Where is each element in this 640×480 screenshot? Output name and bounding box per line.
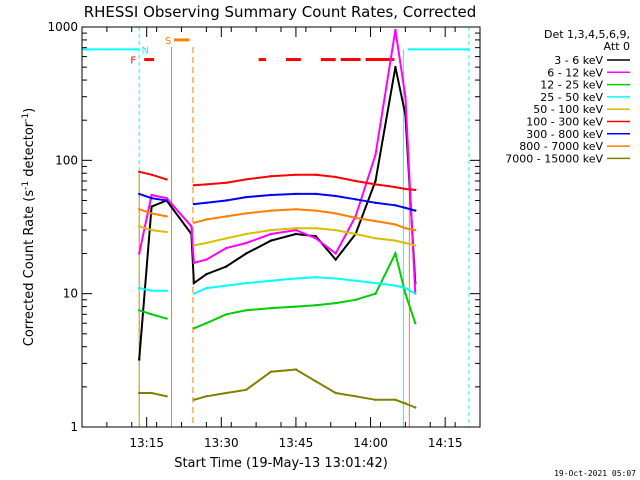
y-axis-label-sup: -1 <box>21 113 31 122</box>
legend-header-att: Att 0 <box>604 40 630 53</box>
series-line <box>193 368 416 409</box>
plot-area: FN S <box>82 27 470 427</box>
y-axis-label-part: ) <box>22 108 37 113</box>
x-tick-label: 13:45 <box>279 436 314 450</box>
x-axis: 13:15 13:30 13:45 14:00 14:15 <box>81 27 481 450</box>
legend-label: 12 - 25 keV <box>540 79 603 92</box>
y-axis-label: Corrected Count Rate (s-1 detector-1) <box>21 108 37 346</box>
series-line <box>193 227 416 247</box>
legend-label: 3 - 6 keV <box>554 54 603 67</box>
series-line <box>138 192 167 202</box>
flag-label: N <box>141 45 148 56</box>
legend-label: 100 - 300 keV <box>526 116 603 129</box>
legend-label: 300 - 800 keV <box>526 128 603 141</box>
flag-label: F <box>130 56 136 67</box>
series-line <box>193 208 416 232</box>
flag-label: S <box>165 36 171 47</box>
legend-label: 50 - 100 keV <box>533 103 603 116</box>
footer-date: 19-Oct-2021 05:07 <box>554 469 636 478</box>
series-line <box>138 287 167 292</box>
y-axis-label-part: detector <box>22 121 37 181</box>
x-tick-label: 13:15 <box>129 436 164 450</box>
series-line <box>193 192 416 212</box>
y-tick-label: 1 <box>70 420 78 434</box>
y-tick-label: 10 <box>63 287 78 301</box>
x-tick-label: 13:30 <box>204 436 239 450</box>
series-line <box>193 173 416 191</box>
legend-header: Det 1,3,4,5,6,9, <box>544 28 630 41</box>
legend-label: 800 - 7000 keV <box>519 140 603 153</box>
legend-label: 25 - 50 keV <box>540 91 603 104</box>
y-axis-label-part: Corrected Count Rate (s <box>22 190 37 347</box>
legend-label: 6 - 12 keV <box>547 66 603 79</box>
series-line <box>138 309 167 320</box>
series-line <box>138 66 417 360</box>
x-tick-label: 14:00 <box>353 436 388 450</box>
series-line <box>193 276 416 295</box>
series-line <box>138 225 167 233</box>
y-tick-label: 1000 <box>47 20 78 34</box>
series-line <box>193 250 417 330</box>
y-axis: 1 10 100 1000 <box>47 20 480 434</box>
x-axis-label: Start Time (19-May-13 13:01:42) <box>174 456 388 471</box>
legend-label: 7000 - 15000 keV <box>505 152 603 165</box>
x-tick-label: 14:15 <box>428 436 463 450</box>
chart-title: RHESSI Observing Summary Count Rates, Co… <box>84 3 477 21</box>
series-line <box>138 29 417 294</box>
series-line <box>139 392 167 398</box>
series-line <box>138 170 167 181</box>
y-tick-label: 100 <box>55 153 78 167</box>
y-axis-label-sup: -1 <box>21 181 31 190</box>
series-line <box>138 208 167 218</box>
